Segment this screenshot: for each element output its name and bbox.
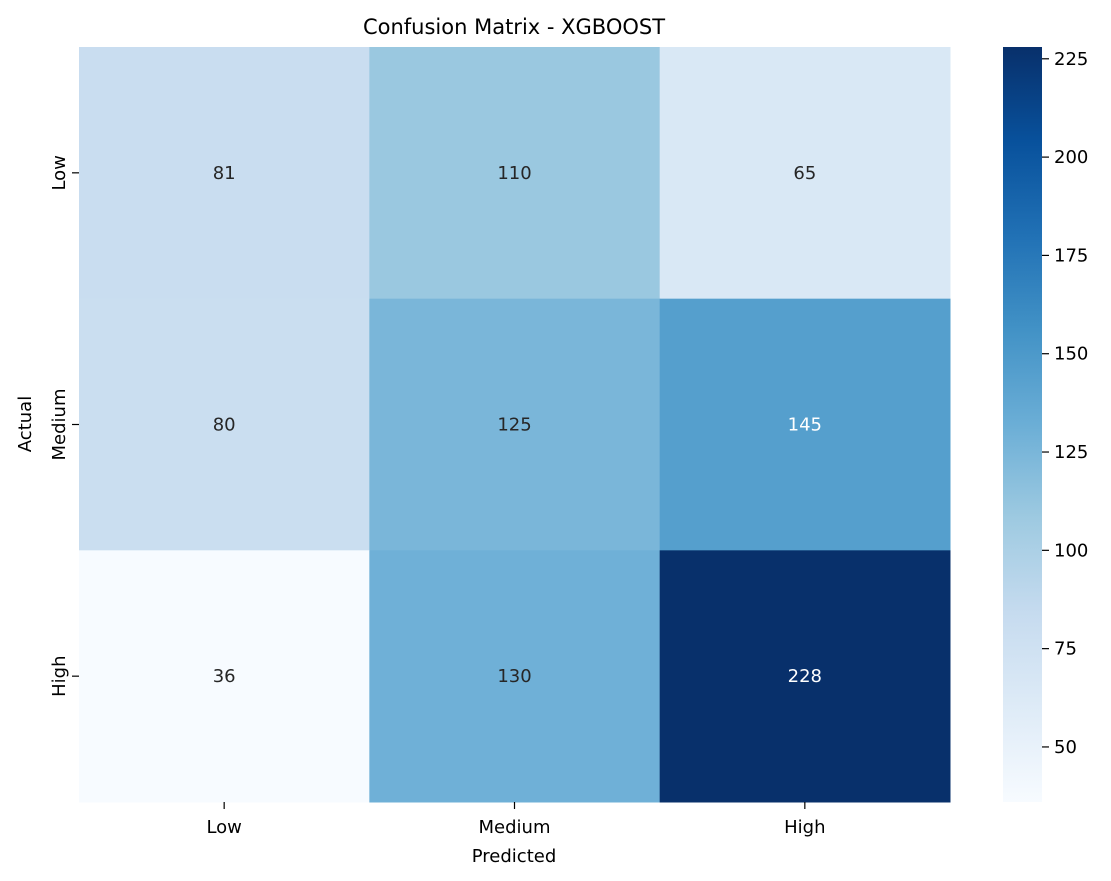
heatmap-cell: [79, 47, 370, 300]
colorbar-tick-label: 125: [1054, 442, 1088, 463]
heatmap-cell: [369, 550, 661, 803]
y-tick-label: Medium: [49, 389, 70, 461]
colorbar-tick-label: 225: [1054, 49, 1088, 70]
colorbar-tick-label: 75: [1054, 639, 1077, 660]
x-axis-label: Predicted: [472, 846, 557, 867]
x-tick-label: Low: [206, 817, 241, 838]
y-axis-label: Actual: [15, 396, 36, 452]
cell-value-label: 65: [793, 163, 816, 184]
chart-title: Confusion Matrix - XGBOOST: [363, 15, 665, 39]
colorbar: [1003, 47, 1042, 802]
cell-value-label: 125: [497, 415, 531, 436]
cell-value-label: 110: [497, 163, 531, 184]
heatmap-cells: [79, 47, 951, 803]
cell-value-label: 228: [788, 666, 822, 687]
colorbar-tick-label: 50: [1054, 737, 1077, 758]
heatmap-cell: [79, 298, 370, 551]
x-tick-label: Medium: [479, 817, 551, 838]
cell-value-labels: 81 110 65 80 125 145 36 130 228: [213, 163, 822, 687]
y-tick-label: High: [49, 655, 70, 696]
colorbar-tick-label: 100: [1054, 540, 1088, 561]
heatmap-cell: [369, 47, 661, 300]
heatmap-cell: [659, 298, 951, 551]
cell-value-label: 81: [213, 163, 236, 184]
cell-value-label: 36: [213, 666, 236, 687]
cell-value-label: 130: [497, 666, 531, 687]
y-tick-label: Low: [49, 155, 70, 190]
x-tick-label: High: [784, 817, 825, 838]
colorbar-tick-label: 175: [1054, 245, 1088, 266]
colorbar-tick-label: 150: [1054, 344, 1088, 365]
y-axis-ticks: Low Medium High: [49, 155, 79, 697]
x-axis-ticks: Low Medium High: [206, 802, 826, 838]
heatmap-cell: [659, 47, 951, 300]
heatmap-cell: [79, 550, 370, 803]
colorbar-tick-label: 200: [1054, 147, 1088, 168]
heatmap-cell: [659, 550, 951, 803]
cell-value-label: 145: [788, 415, 822, 436]
cell-value-label: 80: [213, 415, 236, 436]
colorbar-ticks: 50 75 100 125 150 175 200 225: [1042, 49, 1088, 758]
heatmap-cell: [369, 298, 661, 551]
